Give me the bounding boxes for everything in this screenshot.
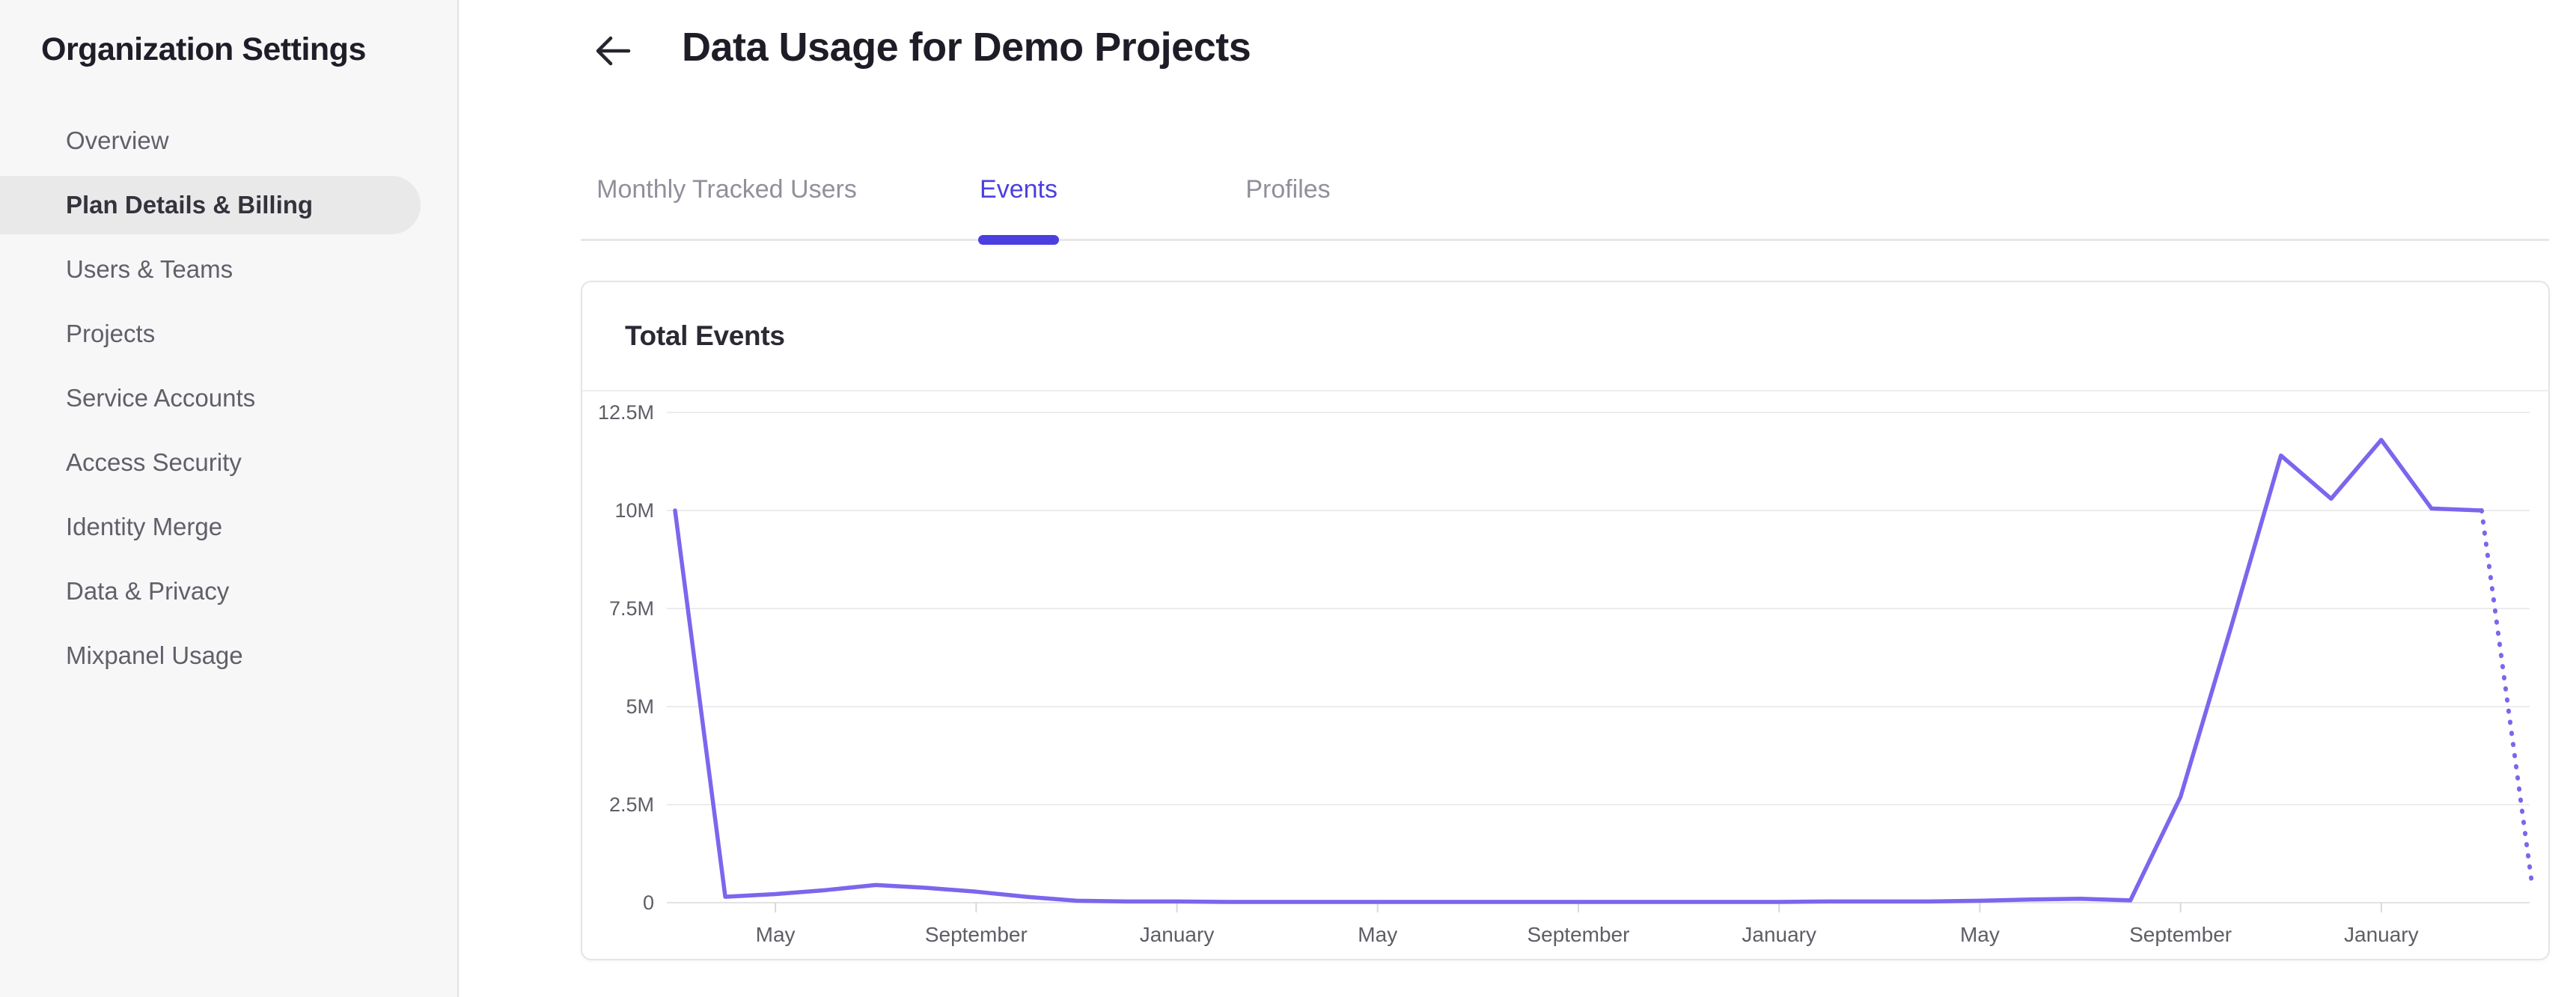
sidebar-item-users-teams[interactable]: Users & Teams [66,255,234,283]
sidebar-title: Organization Settings [41,31,366,67]
x-axis-label: January [1742,923,1816,946]
sidebar-item-plan-details-billing[interactable]: Plan Details & Billing [0,176,421,234]
sidebar-item-service-accounts[interactable]: Service Accounts [66,384,256,412]
card-title: Total Events [625,320,785,351]
back-arrow-icon [596,36,631,66]
tab-events[interactable]: Events [873,141,1165,245]
tab-profiles[interactable]: Profiles [1245,175,1331,204]
x-axis-label: September [1527,923,1629,946]
sidebar-nav: Overview Plan Details & Billing Users & … [0,112,456,691]
sidebar-item-projects[interactable]: Projects [66,320,156,347]
total-events-chart: 12.5M 10M 7.5M 5M 2.5M 0 May September January Ma… [582,391,2548,957]
sidebar-item-mixpanel-usage[interactable]: Mixpanel Usage [66,641,243,669]
tab-bar: Monthly Tracked Users Events Profiles [581,141,2549,245]
x-axis-label: September [925,923,1028,946]
total-events-card: Total Events 12.5M 10M 7.5M 5M 2.5M 0 May Septe… [581,281,2550,960]
card-header: Total Events [582,282,2548,391]
y-axis-label: 7.5M [609,597,654,620]
x-axis-label: January [2344,923,2419,946]
main-content: Data Usage for Demo Projects Monthly Tra… [460,0,2576,997]
y-axis-label: 12.5M [598,401,654,424]
events-line [673,437,2484,904]
sidebar: Organization Settings Overview Plan Deta… [0,0,459,997]
active-tab-indicator [978,235,1059,245]
x-axis-label: May [1960,923,2000,946]
x-axis-label: May [756,923,796,946]
sidebar-item-overview[interactable]: Overview [66,126,169,154]
events-line-projection [2479,508,2534,885]
y-axis-label: 0 [643,891,654,914]
sidebar-item-identity-merge[interactable]: Identity Merge [66,513,223,540]
page-title: Data Usage for Demo Projects [682,25,1251,70]
sidebar-item-access-security[interactable]: Access Security [66,448,242,476]
x-axis-label: September [2129,923,2232,946]
tab-monthly-tracked-users[interactable]: Monthly Tracked Users [596,175,857,204]
y-axis-label: 5M [626,695,654,718]
x-axis-label: January [1140,923,1215,946]
back-button[interactable] [589,27,637,75]
y-axis-label: 2.5M [609,793,654,816]
x-axis-label: May [1358,923,1397,946]
y-axis-label: 10M [614,499,654,522]
total-events-chart-svg: 12.5M 10M 7.5M 5M 2.5M 0 May September January Ma… [598,401,2534,946]
sidebar-item-data-privacy[interactable]: Data & Privacy [66,577,230,605]
